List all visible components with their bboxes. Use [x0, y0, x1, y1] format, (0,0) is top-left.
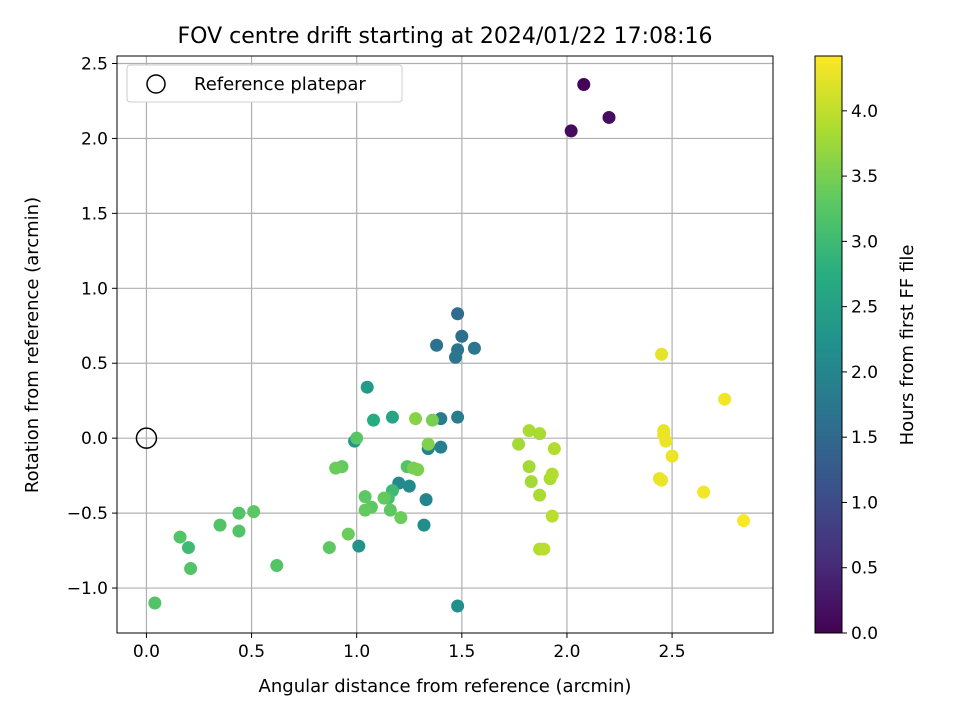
x-axis-label: Angular distance from reference (arcmin)	[259, 676, 632, 697]
colorbar-label: Hours from first FF file	[897, 245, 918, 446]
colorbar-tick-label: 0.0	[851, 624, 878, 644]
y-tick-label: 2.0	[81, 129, 108, 149]
data-point	[467, 341, 481, 355]
colorbar-tick-label: 1.5	[851, 428, 878, 448]
data-point	[425, 413, 439, 427]
data-point	[329, 461, 343, 475]
data-point	[394, 511, 408, 525]
data-point	[522, 424, 536, 438]
colorbar-tick-label: 2.0	[851, 363, 878, 383]
data-point	[451, 410, 465, 424]
data-point	[322, 541, 336, 555]
data-point	[537, 542, 551, 556]
colorbar-tick-label: 2.5	[851, 298, 878, 318]
data-point	[232, 524, 246, 538]
data-point	[449, 350, 463, 364]
data-point	[564, 124, 578, 138]
colorbar-tick-label: 3.5	[851, 167, 878, 187]
x-tick-label: 0.5	[238, 642, 265, 662]
y-tick-label: −0.5	[67, 504, 108, 524]
colorbar-ticks: 0.0 0.5 1.0 1.5 2.0 2.5 3.0 3.5 4.0	[842, 102, 878, 644]
data-point	[352, 539, 366, 553]
y-axis-label: Rotation from reference (arcmin)	[22, 197, 43, 493]
x-axis-ticks: 0.0 0.5 1.0 1.5 2.0 2.5	[133, 633, 686, 662]
y-tick-label: −1.0	[67, 579, 108, 599]
data-point	[737, 514, 751, 528]
legend-label: Reference platepar	[194, 74, 366, 95]
data-point	[358, 490, 372, 504]
data-point	[402, 479, 416, 493]
data-point	[522, 460, 536, 474]
x-tick-label: 2.0	[553, 642, 580, 662]
data-point	[434, 440, 448, 454]
data-point	[533, 427, 547, 441]
data-point	[419, 493, 433, 507]
y-tick-label: 0.0	[81, 429, 108, 449]
data-point	[718, 392, 732, 406]
data-point	[577, 77, 591, 91]
legend: Reference platepar	[126, 64, 403, 103]
chart-title: FOV centre drift starting at 2024/01/22 …	[178, 24, 713, 49]
reference-platepar-marker	[135, 427, 158, 449]
x-tick-label: 1.0	[343, 642, 370, 662]
y-tick-label: 1.5	[81, 204, 108, 224]
data-point	[697, 485, 711, 499]
data-point	[417, 518, 431, 532]
data-point	[451, 307, 465, 321]
data-point	[455, 329, 469, 343]
data-point	[665, 449, 679, 463]
y-axis-ticks: −1.0 −0.5 0.0 0.5 1.0 1.5 2.0 2.5	[67, 54, 117, 599]
data-point	[377, 491, 391, 505]
data-point	[341, 527, 355, 541]
x-tick-label: 0.0	[133, 642, 160, 662]
data-point	[524, 475, 538, 489]
data-point	[213, 518, 227, 532]
data-point	[411, 463, 425, 477]
colorbar-gradient	[814, 55, 843, 634]
data-point	[173, 530, 187, 544]
x-tick-label: 1.5	[448, 642, 475, 662]
colorbar-tick-label: 1.0	[851, 493, 878, 513]
data-point	[358, 503, 372, 517]
data-point	[655, 473, 669, 487]
data-point	[148, 596, 162, 610]
data-point	[360, 380, 374, 394]
colorbar-tick-label: 4.0	[851, 102, 878, 122]
x-tick-label: 2.5	[659, 642, 686, 662]
colorbar-tick-label: 3.0	[851, 232, 878, 252]
colorbar: 0.0 0.5 1.0 1.5 2.0 2.5 3.0 3.5 4.0 Hours from f…	[814, 55, 918, 644]
y-tick-label: 0.5	[81, 354, 108, 374]
y-tick-label: 1.0	[81, 279, 108, 299]
data-point	[181, 541, 195, 555]
data-point	[383, 503, 397, 517]
data-point	[533, 488, 547, 502]
data-point	[545, 467, 559, 481]
data-point	[512, 437, 526, 451]
colorbar-tick-label: 0.5	[851, 559, 878, 579]
data-point	[350, 431, 364, 445]
data-point	[602, 110, 616, 124]
data-point	[232, 506, 246, 520]
y-tick-label: 2.5	[81, 54, 108, 74]
grid-lines	[117, 56, 773, 633]
data-point	[409, 412, 423, 426]
data-point	[385, 410, 399, 424]
data-point	[367, 413, 381, 427]
plot-frame	[116, 55, 774, 634]
data-point	[545, 509, 559, 523]
data-point	[184, 562, 198, 576]
data-point	[430, 338, 444, 352]
legend-marker-open-circle	[146, 74, 166, 94]
data-point	[659, 434, 673, 448]
data-points	[135, 77, 751, 613]
data-point	[247, 505, 261, 519]
data-point	[655, 347, 669, 361]
legend-box	[126, 64, 403, 103]
data-point	[547, 442, 561, 456]
data-point	[270, 559, 284, 573]
data-point	[451, 599, 465, 613]
data-point	[421, 437, 435, 451]
